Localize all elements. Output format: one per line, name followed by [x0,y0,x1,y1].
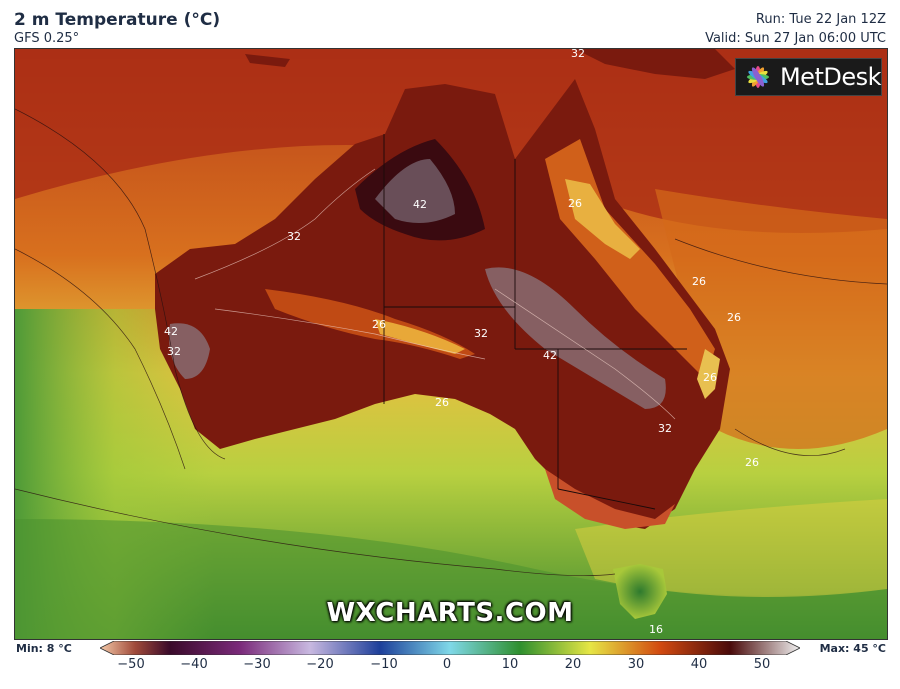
land-se-yellow [697,349,720,399]
colorbar-ticks: −50 −40 −30 −20 −10 0 10 20 30 40 50 [0,657,900,677]
contour-label: 42 [543,349,557,362]
contour-label: 26 [568,197,582,210]
contour-label: 26 [372,318,386,331]
colorbar-tick: 10 [501,657,519,672]
legend-max-label: Max: 45 °C [819,642,886,655]
contour-label: 32 [474,327,488,340]
land-yellow-central [375,319,465,354]
contour-label: 32 [658,422,672,435]
state-borders [383,134,687,510]
colorbar-tick: 40 [690,657,708,672]
contour-label: 32 [167,345,181,358]
contour-label: 32 [287,230,301,243]
map-canvas: 32 42 32 42 32 26 32 42 26 26 26 26 32 2… [15,49,887,639]
contour-label: 26 [703,371,717,384]
run-time: Run: Tue 22 Jan 12Z [755,12,886,27]
contour-label: 16 [649,623,663,636]
contour-label: 26 [692,275,706,288]
contour-label: 26 [727,311,741,324]
contour-label: 42 [413,198,427,211]
colorbar-tick: −10 [370,657,398,672]
metdesk-logo-icon [746,66,769,88]
chart-title: 2 m Temperature (°C) [14,10,221,30]
contour-label: 42 [164,325,178,338]
island-timor [245,54,290,67]
isotherm-lines-light [194,168,676,420]
model-label: GFS 0.25° [14,31,80,46]
colorbar-tick: −20 [306,657,334,672]
colorbar-tick: −50 [117,657,145,672]
land-extreme-west [169,323,210,379]
colorbar-tick: 50 [753,657,771,672]
wxcharts-watermark: WXCHARTS.COM [326,598,574,628]
valid-time: Valid: Sun 27 Jan 06:00 UTC [705,31,886,46]
contour-label: 26 [435,396,449,409]
colorbar-tick: −40 [180,657,208,672]
tasmania [613,564,667,619]
legend-min-label: Min: 8 °C [16,642,72,655]
colorbar-tick: 20 [564,657,582,672]
temperature-map[interactable]: 32 42 32 42 32 26 32 42 26 26 26 26 32 2… [14,48,888,640]
metdesk-logo-text: MetDesk [779,63,882,91]
temperature-colorbar [100,641,800,655]
land-extreme-north [375,159,455,223]
ocean-south-green [15,519,887,639]
contour-label: 26 [745,456,759,469]
isotherm-lines [15,108,887,577]
colorbar-tick: 30 [627,657,645,672]
new-guinea [575,49,735,79]
land-yellow-band-east [565,179,640,259]
land-south-coast-warm [545,469,675,529]
colorbar-tick: 0 [442,657,452,672]
contour-label: 32 [571,49,585,60]
metdesk-logo: MetDesk [735,58,882,96]
colorbar-tick: −30 [243,657,271,672]
